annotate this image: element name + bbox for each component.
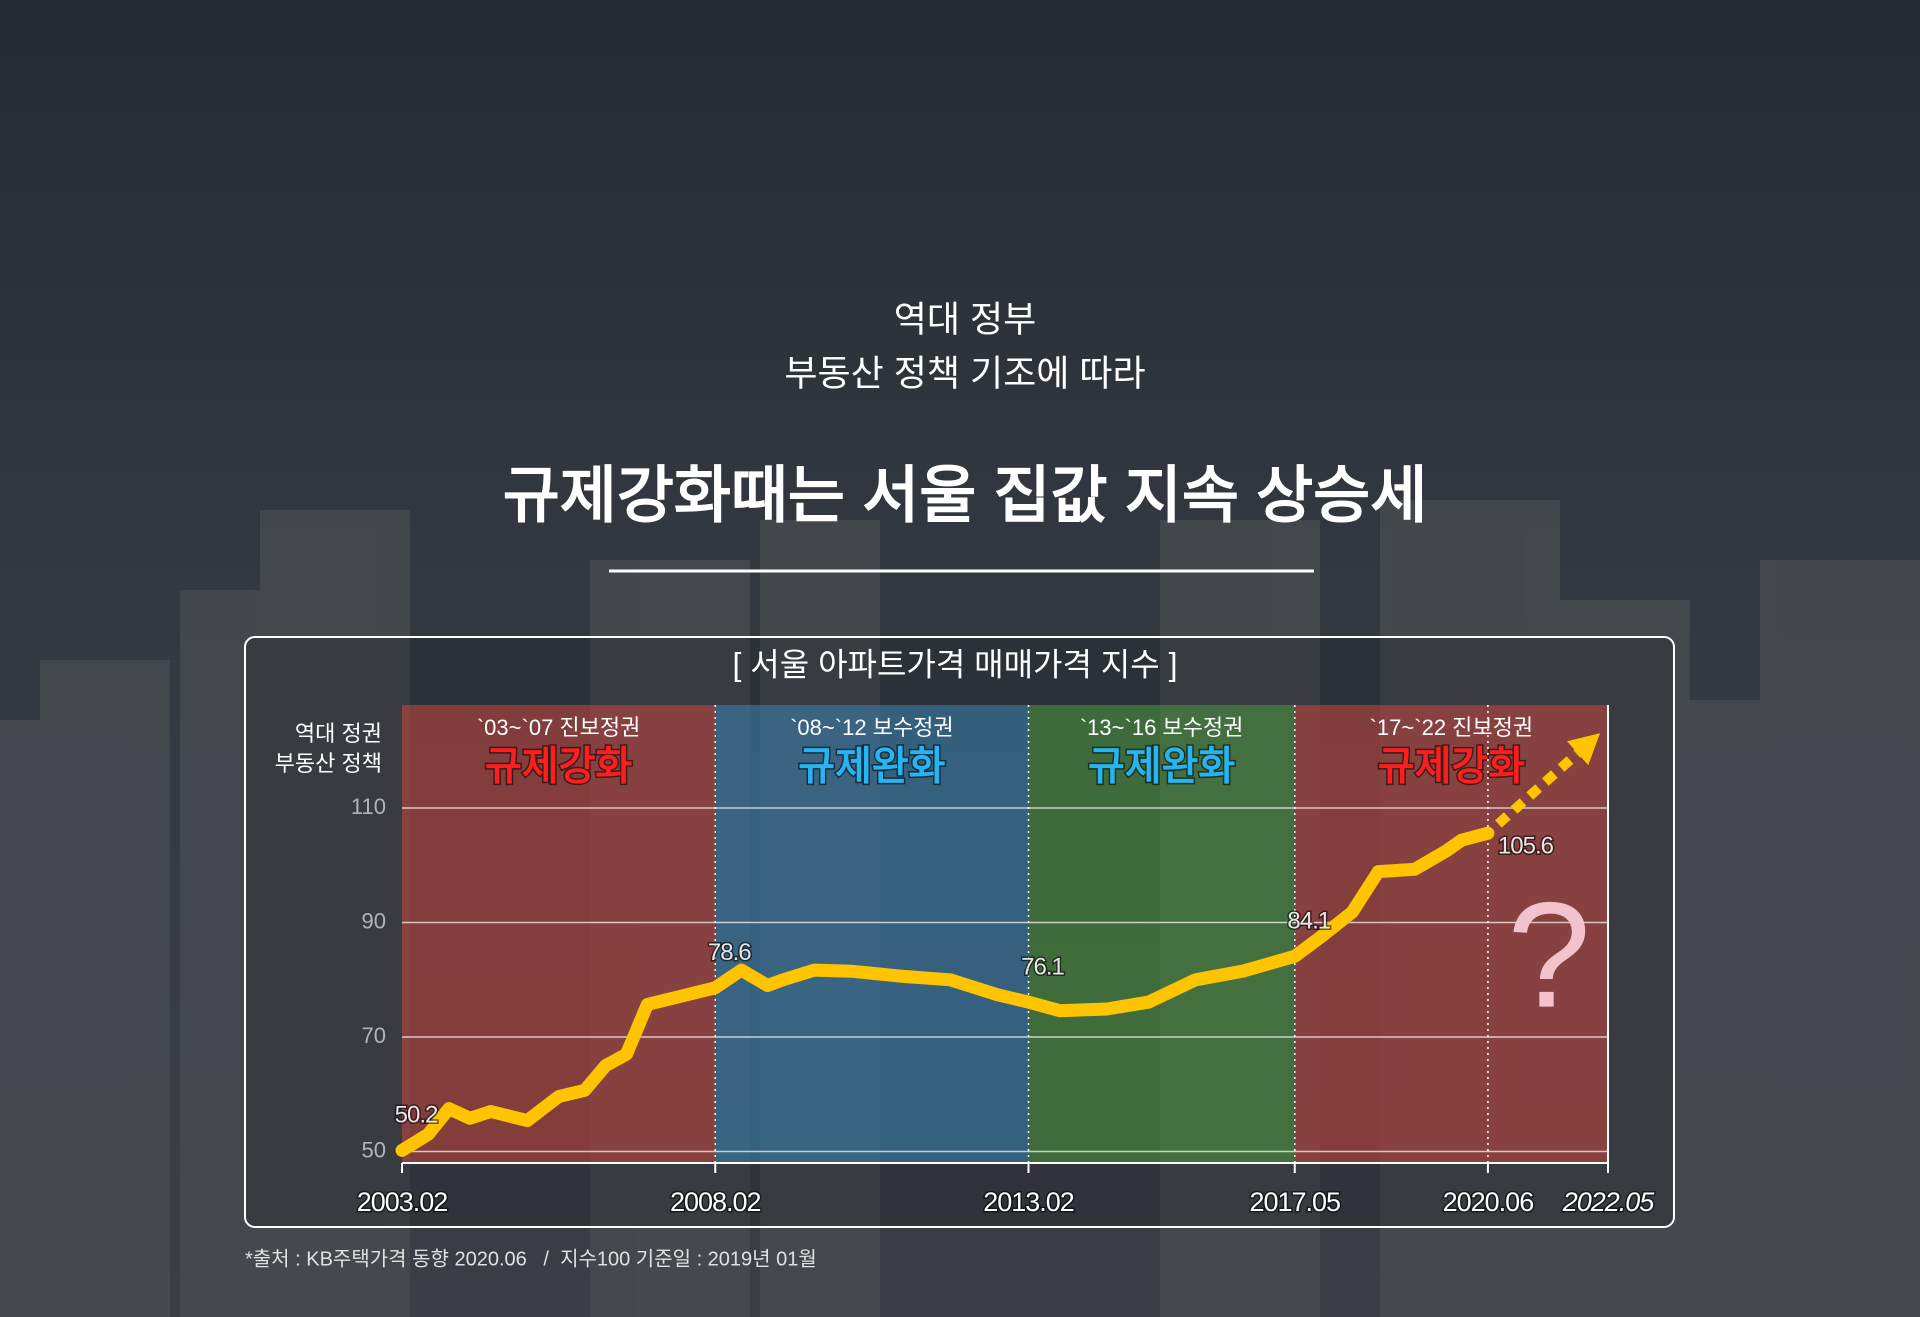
period-government: `13~`16 보수정권 [1080,715,1244,740]
trend-arrow [1495,749,1581,828]
x-tick-label: 2013.02 [983,1187,1074,1217]
row-label: 역대 정권 [295,721,382,746]
period-policy: 규제강화 [485,745,632,789]
period-policy: 규제강화 [1378,745,1525,789]
period-band [1028,705,1295,1163]
data-line [395,826,1495,1157]
x-tick-label: 2017.05 [1249,1187,1340,1217]
trend-arrow-head [1566,733,1600,766]
period-policy: 규제완화 [798,745,945,789]
period-policy: 규제완화 [1088,745,1235,789]
annotation: ? [1507,871,1590,1039]
row-label: 부동산 정책 [275,751,382,776]
period-band [402,705,716,1163]
kicker-line: 부동산 정책 기조에 따라 [784,353,1145,394]
y-tick-label: 90 [362,908,386,933]
value-label: 76.1 [1021,953,1064,980]
footnote: *출처 : KB주택가격 동향 2020.06 / 지수100 기준일 : 20… [245,1247,817,1270]
y-tick-label: 110 [351,794,386,819]
value-label: 78.6 [708,939,751,966]
y-tick-label: 70 [362,1023,386,1048]
period-band [1294,705,1608,1163]
kicker-line: 역대 정부 [894,299,1036,340]
chart-title: [ 서울 아파트가격 매매가격 지수 ] [733,646,1178,682]
x-tick-label: 2022.05 [1562,1187,1656,1217]
y-tick-label: 50 [362,1137,386,1162]
value-label: 50.2 [395,1102,438,1129]
x-tick-label: 2008.02 [670,1187,761,1217]
headline: 규제강화때는 서울 집값 지속 상승세 [503,461,1428,530]
period-band [715,705,1029,1163]
x-tick-label: 2003.02 [357,1187,448,1217]
x-tick-label: 2020.06 [1443,1187,1534,1217]
period-government: `03~`07 진보정권 [477,715,641,740]
period-government: `17~`22 진보정권 [1370,715,1534,740]
value-label: 105.6 [1498,833,1554,860]
period-government: `08~`12 보수정권 [790,715,954,740]
value-label: 84.1 [1287,908,1330,935]
